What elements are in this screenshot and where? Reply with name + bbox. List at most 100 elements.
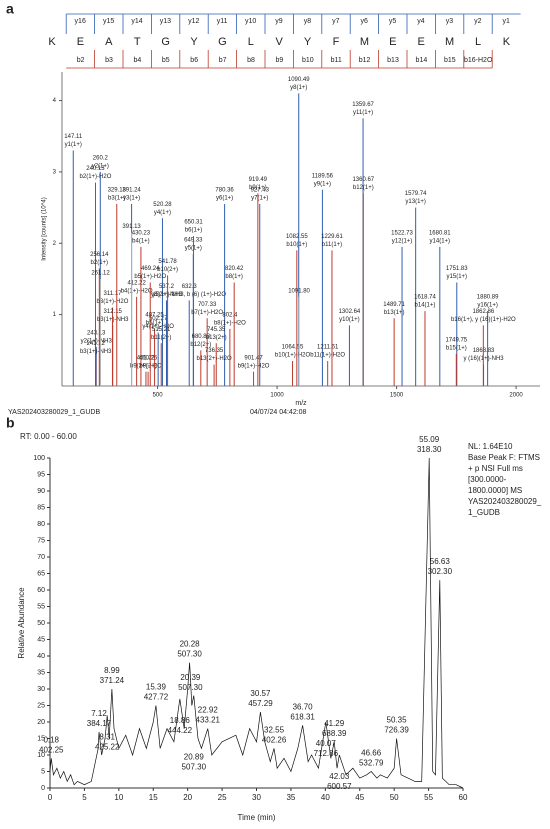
peak-mz-label: 1489.71 — [383, 302, 405, 308]
peak-ion-label: y7(1+) — [251, 196, 268, 202]
peak-mz-label: 707.33 — [198, 302, 217, 308]
peak-ion-label: b10(1+)-H2O — [275, 353, 311, 359]
peak-rt-label: 56.63 — [430, 557, 451, 566]
residue: M — [445, 36, 454, 48]
peak-mz-label: 600.57 — [327, 782, 352, 791]
peak-mz-label: 541.78 — [158, 259, 177, 265]
peak-mz-label: 1680.81 — [429, 230, 451, 236]
info-text: 1800.0000] MS — [468, 486, 522, 495]
info-text: + p NSI Full ms — [468, 464, 523, 473]
b-ion-label: b8 — [247, 57, 255, 64]
x-tick-label: 40 — [321, 793, 330, 802]
peak-rt-label: 18.86 — [170, 716, 191, 725]
y-tick-label: 85 — [37, 504, 45, 511]
peak-ion-label: b8(1+)-H2O — [214, 320, 246, 326]
info-text: 1_GUDB — [468, 508, 500, 517]
peak-mz-label: 384.17 — [87, 719, 112, 728]
peak-mz-label: 412.22 — [127, 280, 146, 286]
peak-ion-label: b13(1+) — [384, 310, 405, 316]
peak-mz-label: 1863.83 — [473, 348, 495, 354]
peak-ion-label: y2(1+) — [92, 163, 109, 169]
peak-ion-label: b9(2+)-H2O — [130, 363, 162, 369]
residue: Y — [190, 36, 198, 48]
peak-ion-label: b12(2+) — [190, 342, 211, 348]
peak-rt-label: 8.99 — [104, 666, 120, 675]
y-tick-label: 75 — [37, 537, 45, 544]
peak-mz-label: 487.25 — [145, 312, 164, 318]
peak-mz-label: 302.30 — [428, 567, 453, 576]
y-tick-label: 95 — [37, 471, 45, 478]
x-tick-label: 60 — [459, 793, 468, 802]
x-tick-label: 5 — [82, 793, 87, 802]
peak-mz-label: 391.24 — [122, 188, 141, 194]
peak-mz-label: 260.2 — [93, 155, 109, 161]
b-ion-label: b3 — [105, 57, 113, 64]
peak-rt-label: 0.18 — [43, 735, 59, 744]
peak-rt-label: 20.28 — [180, 640, 201, 649]
range-text: RT: 0.00 - 60.00 — [20, 432, 77, 441]
peak-ion-label: b10(1+) — [286, 242, 307, 248]
peak-mz-label: 745.35 — [207, 327, 226, 333]
residue: G — [161, 36, 170, 48]
y-ion-label: y10 — [245, 18, 256, 25]
y-ion-label: y13 — [160, 18, 171, 25]
peak-mz-label: 618.31 — [290, 712, 315, 721]
peak-mz-label: 444.22 — [168, 726, 193, 735]
x-tick-label: 45 — [355, 793, 364, 802]
y-ion-label: y12 — [188, 18, 199, 25]
peak-mz-label: 1189.56 — [312, 173, 334, 179]
peak-rt-label: 36.70 — [293, 702, 314, 711]
peak-rt-label: 40.07 — [316, 739, 337, 748]
peak-ion-label: y4(1+)-H2O — [142, 324, 174, 330]
y-tick-label: 70 — [37, 554, 45, 561]
peak-ion-label: y5(1+)-NH3, b (6) (1+)-H2O — [152, 292, 226, 298]
y-tick-label: 90 — [37, 488, 45, 495]
peak-mz-label: 712.86 — [314, 749, 339, 758]
peak-mz-label: 632.3 — [182, 284, 198, 290]
peak-mz-label: 688.39 — [322, 729, 347, 738]
peak-mz-label: 502.27 — [149, 316, 168, 322]
residue: E — [389, 36, 396, 48]
y-axis-title: Intensity [counts] (10^4) — [42, 197, 48, 261]
residue: L — [248, 36, 254, 48]
b-ion-label: b12 — [359, 57, 371, 64]
residue: K — [48, 36, 56, 48]
b-ion-label: b4 — [134, 57, 142, 64]
peak-mz-label: 507.30 — [182, 763, 207, 772]
peak-ion-label: b3(1+)-H2O — [97, 299, 129, 305]
residue: Y — [304, 36, 312, 48]
peak-mz-label: 311.17 — [104, 291, 123, 297]
footer-text: 04/07/24 04:42:08 — [250, 409, 307, 416]
peak-ion-label: b13(2+)-H2O — [196, 356, 232, 362]
peak-mz-label: 240.13 — [86, 166, 105, 172]
peak-mz-label: 1751.83 — [446, 266, 468, 272]
peak-mz-label: 1064.55 — [282, 345, 304, 351]
peak-mz-label: 1211.61 — [317, 345, 339, 351]
peak-mz-label: 1880.89 — [477, 295, 499, 301]
y-tick-label: 50 — [37, 620, 45, 627]
b-ion-label: b9 — [276, 57, 284, 64]
y-ion-label: y4 — [417, 18, 425, 25]
peak-rt-label: 41.29 — [324, 719, 345, 728]
info-text: Base Peak F: FTMS — [468, 453, 540, 462]
peak-mz-label: 537.2 — [159, 284, 175, 290]
b-ion-label: b13 — [387, 57, 399, 64]
panel-label: a — [6, 1, 14, 17]
peak-mz-label: 532.79 — [359, 759, 384, 768]
peak-mz-label: 650.31 — [184, 220, 203, 226]
peak-mz-label: 1082.55 — [286, 234, 308, 240]
peak-mz-label: 802.4 — [222, 312, 238, 318]
y-tick-label: 60 — [37, 587, 45, 594]
y-tick-label: 15 — [37, 735, 45, 742]
peak-mz-label: 147.11 — [64, 134, 83, 140]
peak-ion-label: b15(1+) — [446, 345, 467, 351]
y-ion-label: y1 — [502, 18, 510, 25]
peak-rt-label: 50.35 — [387, 716, 408, 725]
peak-rt-label: 20.89 — [184, 753, 205, 762]
peak-ion-label: y3(1+) — [123, 196, 140, 202]
peak-rt-label: 46.66 — [361, 749, 382, 758]
x-tick-label: 1000 — [270, 393, 284, 399]
peak-ion-label: b7(1+)-H2O — [191, 310, 223, 316]
residue: M — [360, 36, 369, 48]
